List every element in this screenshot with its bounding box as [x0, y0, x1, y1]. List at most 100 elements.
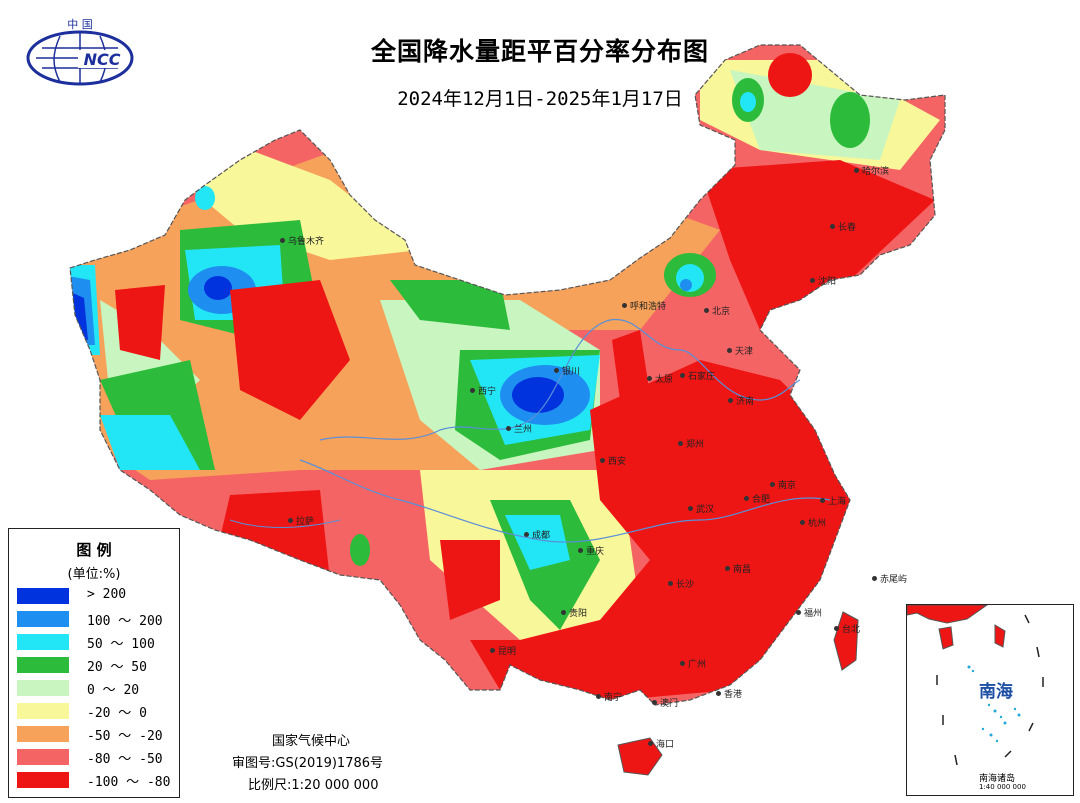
- city-marker: [600, 458, 605, 463]
- south-china-sea-label: 南海: [979, 682, 1013, 702]
- city-marker: [578, 548, 583, 553]
- city-label: 哈尔滨: [862, 167, 890, 177]
- legend-label: 0 ～ 20: [87, 683, 140, 698]
- inset-scale: 1:40 000 000: [979, 783, 1026, 791]
- city-marker: [830, 224, 835, 229]
- city-marker: [800, 520, 805, 525]
- ncc-emblem-icon: NCC 中 国: [26, 18, 134, 86]
- legend-label: 100 ～ 200: [87, 614, 163, 629]
- legend-swatch: [17, 703, 69, 719]
- city-label: 澳门: [660, 699, 679, 709]
- city-marker: [652, 700, 657, 705]
- city-label: 武汉: [696, 505, 715, 515]
- city-marker: [647, 376, 652, 381]
- legend-item: 100 ～ 200: [17, 610, 177, 629]
- inset-map: [907, 605, 1044, 766]
- legend-swatch: [17, 611, 69, 627]
- city-marker: [810, 278, 815, 283]
- legend-label: 20 ～ 50: [87, 660, 147, 675]
- map-title: 全国降水量距平百分率分布图: [370, 37, 709, 66]
- city-label: 合肥: [752, 495, 771, 505]
- city-label: 杭州: [808, 519, 827, 529]
- agency-name: 国家气候中心: [272, 734, 351, 749]
- legend-item: 0 ～ 20: [17, 679, 177, 698]
- city-marker: [668, 581, 673, 586]
- city-marker: [727, 348, 732, 353]
- city-label: 昆明: [498, 647, 517, 657]
- city-marker: [704, 308, 709, 313]
- legend-swatch: [17, 588, 69, 604]
- legend-title: 图 例: [76, 541, 112, 559]
- city-marker: [854, 168, 859, 173]
- legend: 图 例 (单位:%) > 200 100 ～ 200 50 ～ 100 20 ～ 50…: [8, 528, 180, 798]
- city-label: 南京: [778, 481, 797, 491]
- city-label: 石家庄: [688, 372, 716, 382]
- city-marker: [725, 566, 730, 571]
- logo-mark-text: NCC: [84, 50, 121, 69]
- city-marker: [744, 496, 749, 501]
- legend-item: -20 ～ 0: [17, 702, 177, 721]
- south-china-sea-inset: 南海 南海诸岛 1:40 000 000: [906, 604, 1074, 796]
- city-marker: [688, 506, 693, 511]
- city-marker: [596, 694, 601, 699]
- city-label: 长春: [838, 223, 857, 233]
- city-marker: [280, 238, 285, 243]
- city-label: 拉萨: [296, 517, 315, 527]
- city-label: 兰州: [514, 425, 533, 435]
- city-marker: [872, 576, 877, 581]
- city-label: 沈阳: [818, 277, 837, 287]
- city-marker: [470, 388, 475, 393]
- city-label: 福州: [804, 609, 823, 619]
- legend-label: -50 ～ -20: [87, 729, 163, 744]
- city-label: 济南: [736, 397, 755, 407]
- city-marker: [554, 368, 559, 373]
- legend-unit: (单位:%): [67, 567, 121, 582]
- map-scale: 比例尺:1:20 000 000: [248, 778, 379, 793]
- city-label: 贵阳: [569, 609, 588, 619]
- legend-swatch: [17, 680, 69, 696]
- city-marker: [796, 610, 801, 615]
- city-marker: [622, 303, 627, 308]
- city-label: 银川: [562, 367, 581, 377]
- city-label: 天津: [735, 347, 754, 357]
- city-label: 赤尾屿: [880, 575, 908, 585]
- city-marker: [561, 610, 566, 615]
- ncc-logo: NCC 中 国: [22, 14, 138, 90]
- legend-label: > 200: [87, 587, 127, 602]
- legend-item: 20 ～ 50: [17, 656, 177, 675]
- city-label: 成都: [532, 531, 551, 541]
- legend-swatch: [17, 634, 69, 650]
- city-label: 太原: [655, 375, 674, 385]
- city-label: 重庆: [586, 547, 605, 557]
- legend-swatch: [17, 772, 69, 788]
- city-marker: [490, 648, 495, 653]
- city-label: 南宁: [604, 693, 623, 703]
- city-label: 南昌: [733, 565, 752, 575]
- city-marker: [648, 741, 653, 746]
- legend-swatch: [17, 726, 69, 742]
- city-marker: [680, 373, 685, 378]
- legend-item: -80 ～ -50: [17, 748, 177, 767]
- legend-item: -100 ～ -80: [17, 771, 177, 790]
- legend-item: > 200: [17, 587, 177, 605]
- city-marker: [680, 661, 685, 666]
- city-marker: [524, 532, 529, 537]
- city-label: 西安: [608, 457, 627, 467]
- city-label: 北京: [712, 307, 731, 317]
- city-label: 长沙: [676, 580, 695, 590]
- legend-label: -20 ～ 0: [87, 706, 147, 721]
- city-label: 呼和浩特: [630, 302, 667, 312]
- legend-item: 50 ～ 100: [17, 633, 177, 652]
- legend-swatch: [17, 749, 69, 765]
- city-marker: [716, 691, 721, 696]
- south-china-sea-islands-label: 南海诸岛: [979, 774, 1016, 784]
- city-label: 香港: [724, 690, 743, 700]
- legend-label: -80 ～ -50: [87, 752, 163, 767]
- map-date-range: 2024年12月1日-2025年1月17日: [397, 88, 683, 110]
- legend-label: 50 ～ 100: [87, 637, 155, 652]
- city-label: 乌鲁木齐: [288, 237, 325, 247]
- legend-item: -50 ～ -20: [17, 725, 177, 744]
- logo-top-text: 中 国: [67, 18, 93, 31]
- city-label: 西宁: [478, 387, 497, 397]
